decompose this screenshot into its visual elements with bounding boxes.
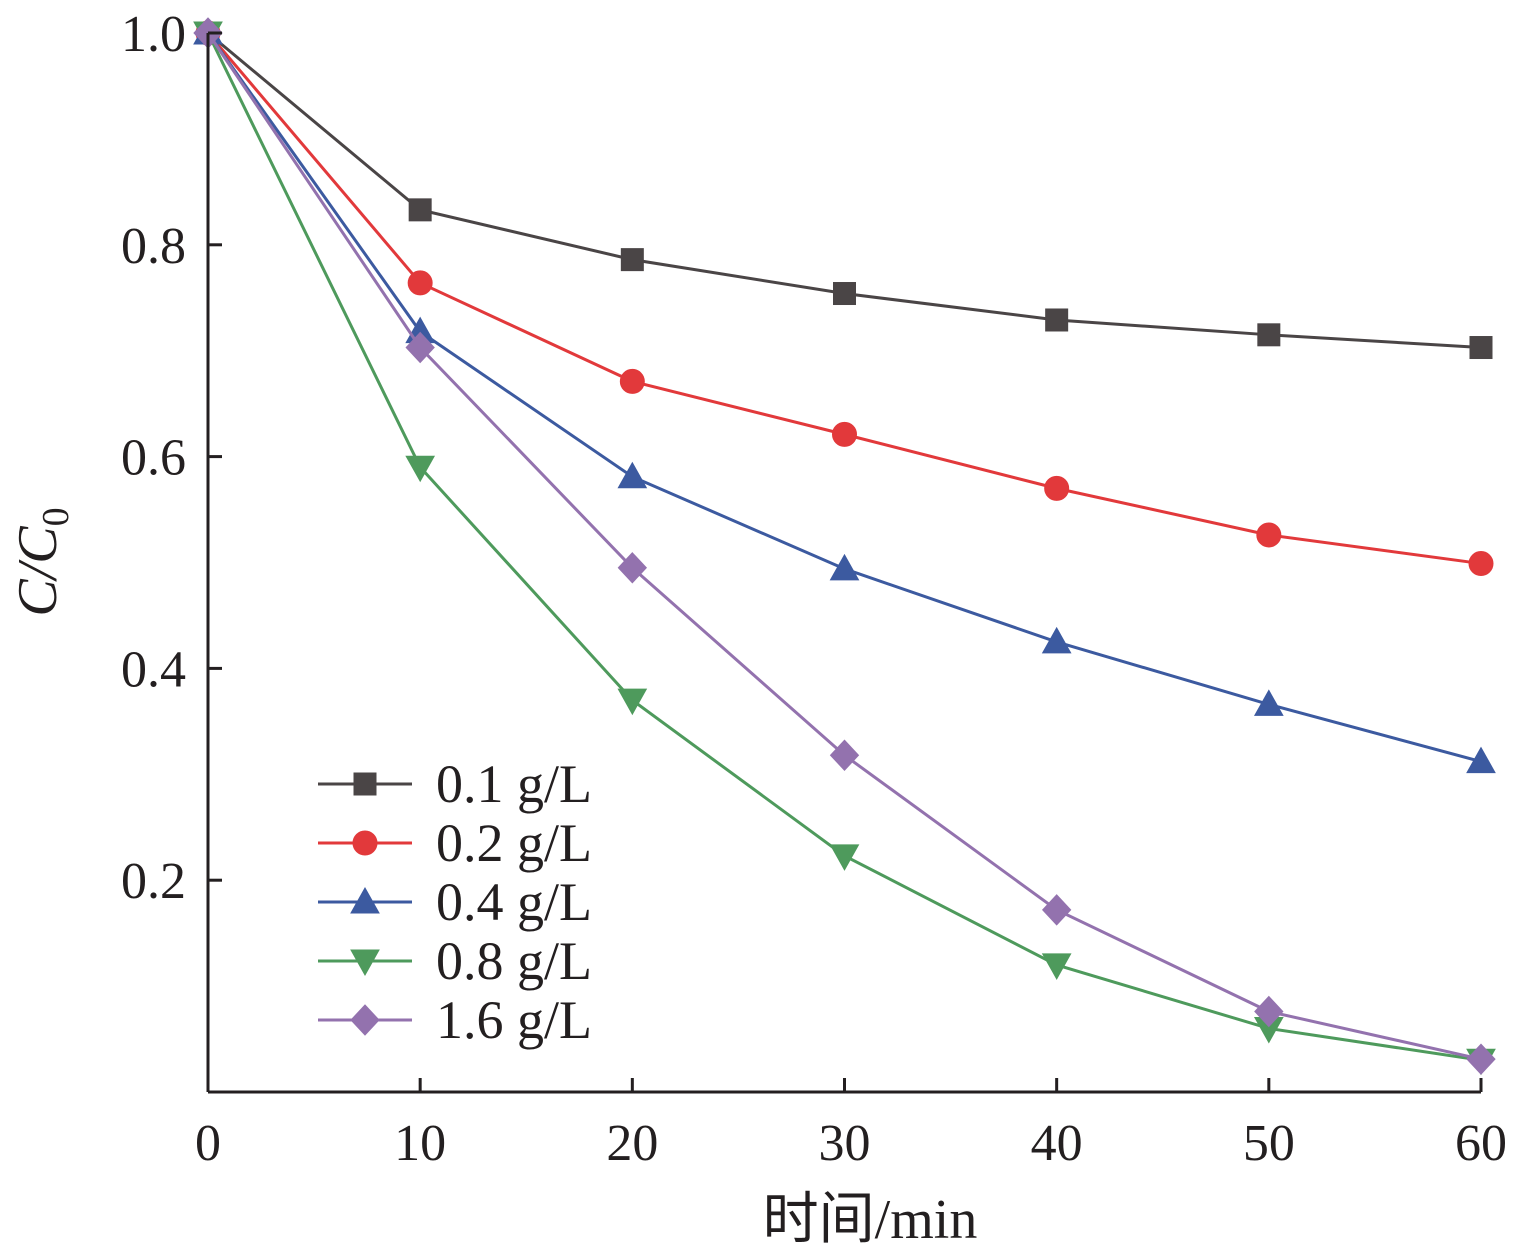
y-tick-label: 1.0	[121, 6, 186, 63]
data-point	[619, 368, 645, 394]
data-point	[829, 553, 860, 581]
y-axis-title-main: C/C	[7, 526, 69, 617]
legend-label: 0.8 g/L	[436, 931, 592, 991]
legend-label: 0.1 g/L	[436, 754, 592, 814]
data-point	[829, 844, 860, 871]
data-point	[1044, 475, 1070, 501]
data-point	[832, 421, 857, 447]
data-point	[408, 198, 432, 222]
legend-marker	[350, 886, 380, 914]
x-tick-label: 50	[1243, 1115, 1295, 1172]
y-axis-title: C/C0	[7, 507, 77, 616]
legend-item: 1.6 g/L	[318, 990, 592, 1050]
data-point	[620, 248, 644, 272]
x-tick-label: 30	[819, 1115, 871, 1172]
legend-item: 0.4 g/L	[318, 872, 592, 932]
data-point	[1041, 626, 1072, 654]
data-point	[1257, 323, 1281, 347]
data-point	[1254, 995, 1284, 1028]
data-point	[1466, 746, 1496, 774]
data-point	[617, 461, 648, 489]
data-point	[1256, 522, 1282, 548]
data-point	[1041, 953, 1072, 980]
legend-item: 0.1 g/L	[318, 754, 592, 814]
x-tick-label: 10	[394, 1115, 446, 1172]
data-point	[617, 688, 648, 716]
x-tick-label: 60	[1455, 1115, 1507, 1172]
data-point	[617, 552, 648, 584]
legend: 0.1 g/L0.2 g/L0.4 g/L0.8 g/L1.6 g/L	[318, 754, 592, 1050]
legend-marker	[350, 1004, 380, 1036]
data-point	[1041, 894, 1072, 926]
legend-marker	[353, 772, 377, 796]
data-point	[1466, 1043, 1496, 1075]
data-point	[405, 331, 435, 364]
x-tick-label: 0	[195, 1115, 221, 1172]
x-tick-label: 20	[606, 1115, 658, 1172]
legend-label: 0.2 g/L	[436, 813, 592, 873]
data-point	[1469, 336, 1493, 360]
y-tick-label: 0.2	[121, 853, 186, 910]
data-point	[1468, 551, 1494, 577]
series-layer	[193, 17, 1496, 1076]
series-4	[193, 21, 1496, 1076]
data-point	[407, 270, 433, 296]
data-point	[829, 739, 860, 771]
ticks-layer: 0 10 20 30 40 50 60 0.2 0.4 0.6 0.8 1.0	[121, 6, 1507, 1172]
data-point	[405, 455, 436, 483]
legend-marker	[352, 830, 378, 856]
series-line	[206, 32, 1482, 1062]
legend-marker	[350, 949, 380, 977]
legend-item: 0.2 g/L	[318, 813, 592, 873]
y-tick-label: 0.4	[121, 641, 186, 698]
series-3	[193, 17, 1496, 774]
x-axis-title: 时间/min	[763, 1189, 978, 1251]
legend-label: 1.6 g/L	[436, 990, 592, 1050]
legend-item: 0.8 g/L	[318, 931, 592, 991]
data-point	[1253, 689, 1284, 716]
y-axis-title-subscript: 0	[35, 507, 77, 526]
series-line	[206, 32, 1482, 764]
series-line	[206, 32, 1482, 1061]
data-point	[833, 282, 856, 306]
series-1	[196, 21, 1493, 360]
y-tick-label: 0.8	[121, 218, 186, 275]
y-tick-label: 0.6	[121, 430, 186, 487]
series-5	[193, 17, 1496, 1075]
data-point	[1045, 308, 1069, 332]
legend-label: 0.4 g/L	[436, 872, 592, 932]
x-tick-label: 40	[1031, 1115, 1083, 1172]
